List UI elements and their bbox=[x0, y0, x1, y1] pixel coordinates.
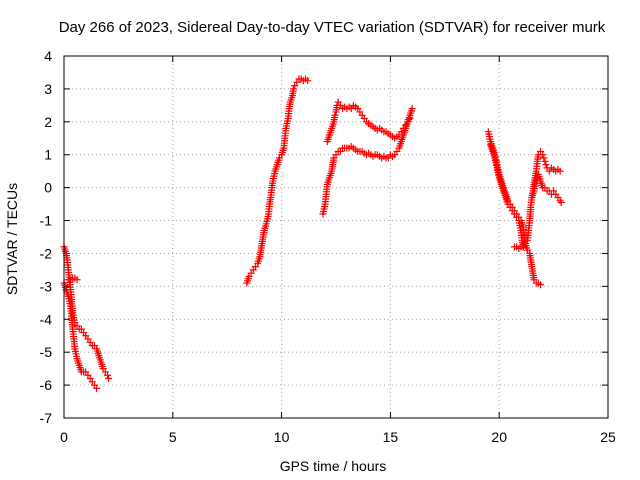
x-tick-label: 20 bbox=[491, 429, 507, 445]
y-tick-label: 0 bbox=[44, 180, 52, 196]
data-point bbox=[557, 198, 565, 206]
x-axis-label: GPS time / hours bbox=[280, 458, 387, 474]
data-point bbox=[304, 77, 312, 85]
data-point bbox=[542, 161, 550, 169]
x-tick-label: 25 bbox=[600, 429, 616, 445]
data-point bbox=[519, 243, 527, 251]
y-tick-label: -5 bbox=[40, 344, 53, 360]
y-tick-label: 3 bbox=[44, 81, 52, 97]
data-point bbox=[93, 384, 101, 392]
y-tick-label: -1 bbox=[40, 213, 53, 229]
data-point bbox=[540, 154, 548, 162]
data-point bbox=[541, 157, 549, 165]
data-point bbox=[290, 85, 298, 93]
y-tick-label: 2 bbox=[44, 114, 52, 130]
y-tick-label: -6 bbox=[40, 377, 53, 393]
data-points bbox=[60, 75, 565, 392]
data-point bbox=[105, 375, 113, 383]
data-point bbox=[537, 281, 545, 289]
x-tick-label: 10 bbox=[274, 429, 290, 445]
y-tick-label: -3 bbox=[40, 278, 53, 294]
data-point bbox=[406, 115, 414, 123]
y-tick-label: -2 bbox=[40, 245, 53, 261]
data-point bbox=[104, 371, 112, 379]
data-point bbox=[556, 167, 564, 175]
data-point bbox=[556, 197, 564, 205]
x-tick-label: 5 bbox=[169, 429, 177, 445]
x-tick-label: 15 bbox=[383, 429, 399, 445]
chart-title: Day 266 of 2023, Sidereal Day-to-day VTE… bbox=[59, 19, 606, 36]
y-axis-label: SDTVAR / TECUs bbox=[4, 183, 20, 295]
data-point bbox=[331, 111, 339, 119]
plot-frame bbox=[63, 55, 609, 419]
x-tick-label: 0 bbox=[60, 429, 68, 445]
axis-ticks: 0 5 10 15 20 25 -7 -6 -5 -4 -3 -2 -1 0 1 2 3 4 bbox=[40, 48, 616, 445]
data-point bbox=[539, 151, 547, 159]
y-tick-label: -7 bbox=[40, 410, 53, 426]
data-point bbox=[73, 276, 81, 284]
y-tick-label: 4 bbox=[44, 48, 52, 64]
y-tick-label: 1 bbox=[44, 147, 52, 163]
data-point bbox=[408, 105, 416, 113]
y-tick-label: -4 bbox=[40, 311, 53, 327]
